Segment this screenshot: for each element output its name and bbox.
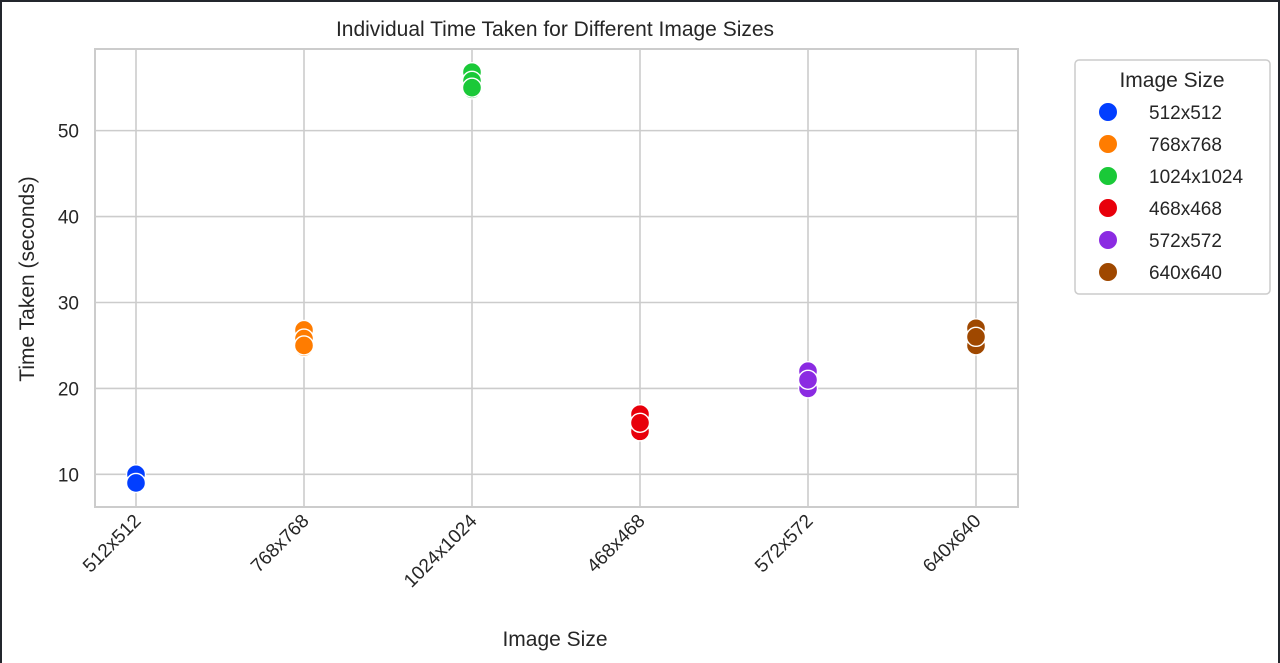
data-points (125, 62, 987, 494)
y-axis: 10 20 30 40 50 (58, 122, 79, 487)
x-tick-label: 468x468 (583, 511, 649, 577)
y-tick-label: 10 (58, 465, 79, 486)
legend-marker (1098, 230, 1118, 250)
legend-marker (1098, 102, 1118, 122)
legend-label: 768x768 (1149, 135, 1222, 156)
legend-title: Image Size (1119, 69, 1224, 92)
chart-title: Individual Time Taken for Different Imag… (336, 18, 774, 41)
data-point (797, 369, 819, 391)
legend-marker (1098, 166, 1118, 186)
data-point (965, 326, 987, 348)
legend-label: 512x512 (1149, 103, 1222, 124)
x-tick-label: 640x640 (919, 511, 985, 577)
y-tick-label: 20 (58, 379, 79, 400)
x-axis: 512x512 768x768 1024x1024 468x468 572x572 640… (79, 510, 985, 592)
y-tick-label: 30 (58, 293, 79, 314)
x-tick-label: 768x768 (247, 511, 313, 577)
legend-marker (1098, 198, 1118, 218)
legend-label: 640x640 (1149, 263, 1222, 284)
x-tick-label: 572x572 (751, 511, 817, 577)
legend-marker (1098, 134, 1118, 154)
legend: Image Size 512x512 768x768 1024x1024 468x46… (1074, 59, 1271, 295)
legend-box (1074, 59, 1271, 295)
grid-lines (95, 49, 1018, 507)
data-point (293, 335, 315, 356)
legend-label: 1024x1024 (1149, 167, 1243, 188)
y-tick-label: 40 (58, 208, 79, 229)
legend-label: 572x572 (1149, 231, 1222, 252)
legend-label: 468x468 (1149, 199, 1222, 220)
legend-marker (1098, 262, 1118, 282)
data-point (629, 412, 651, 433)
data-point (461, 77, 483, 98)
legend-items: 512x512 768x768 1024x1024 468x468 572x572 640… (1098, 102, 1243, 284)
plot-area (94, 48, 1019, 508)
x-tick-label: 512x512 (79, 511, 145, 577)
y-axis-label: Time Taken (seconds) (16, 176, 39, 381)
x-axis-label: Image Size (502, 628, 607, 651)
y-tick-label: 50 (58, 122, 79, 143)
data-point (125, 472, 147, 494)
x-tick-label: 1024x1024 (400, 510, 482, 592)
